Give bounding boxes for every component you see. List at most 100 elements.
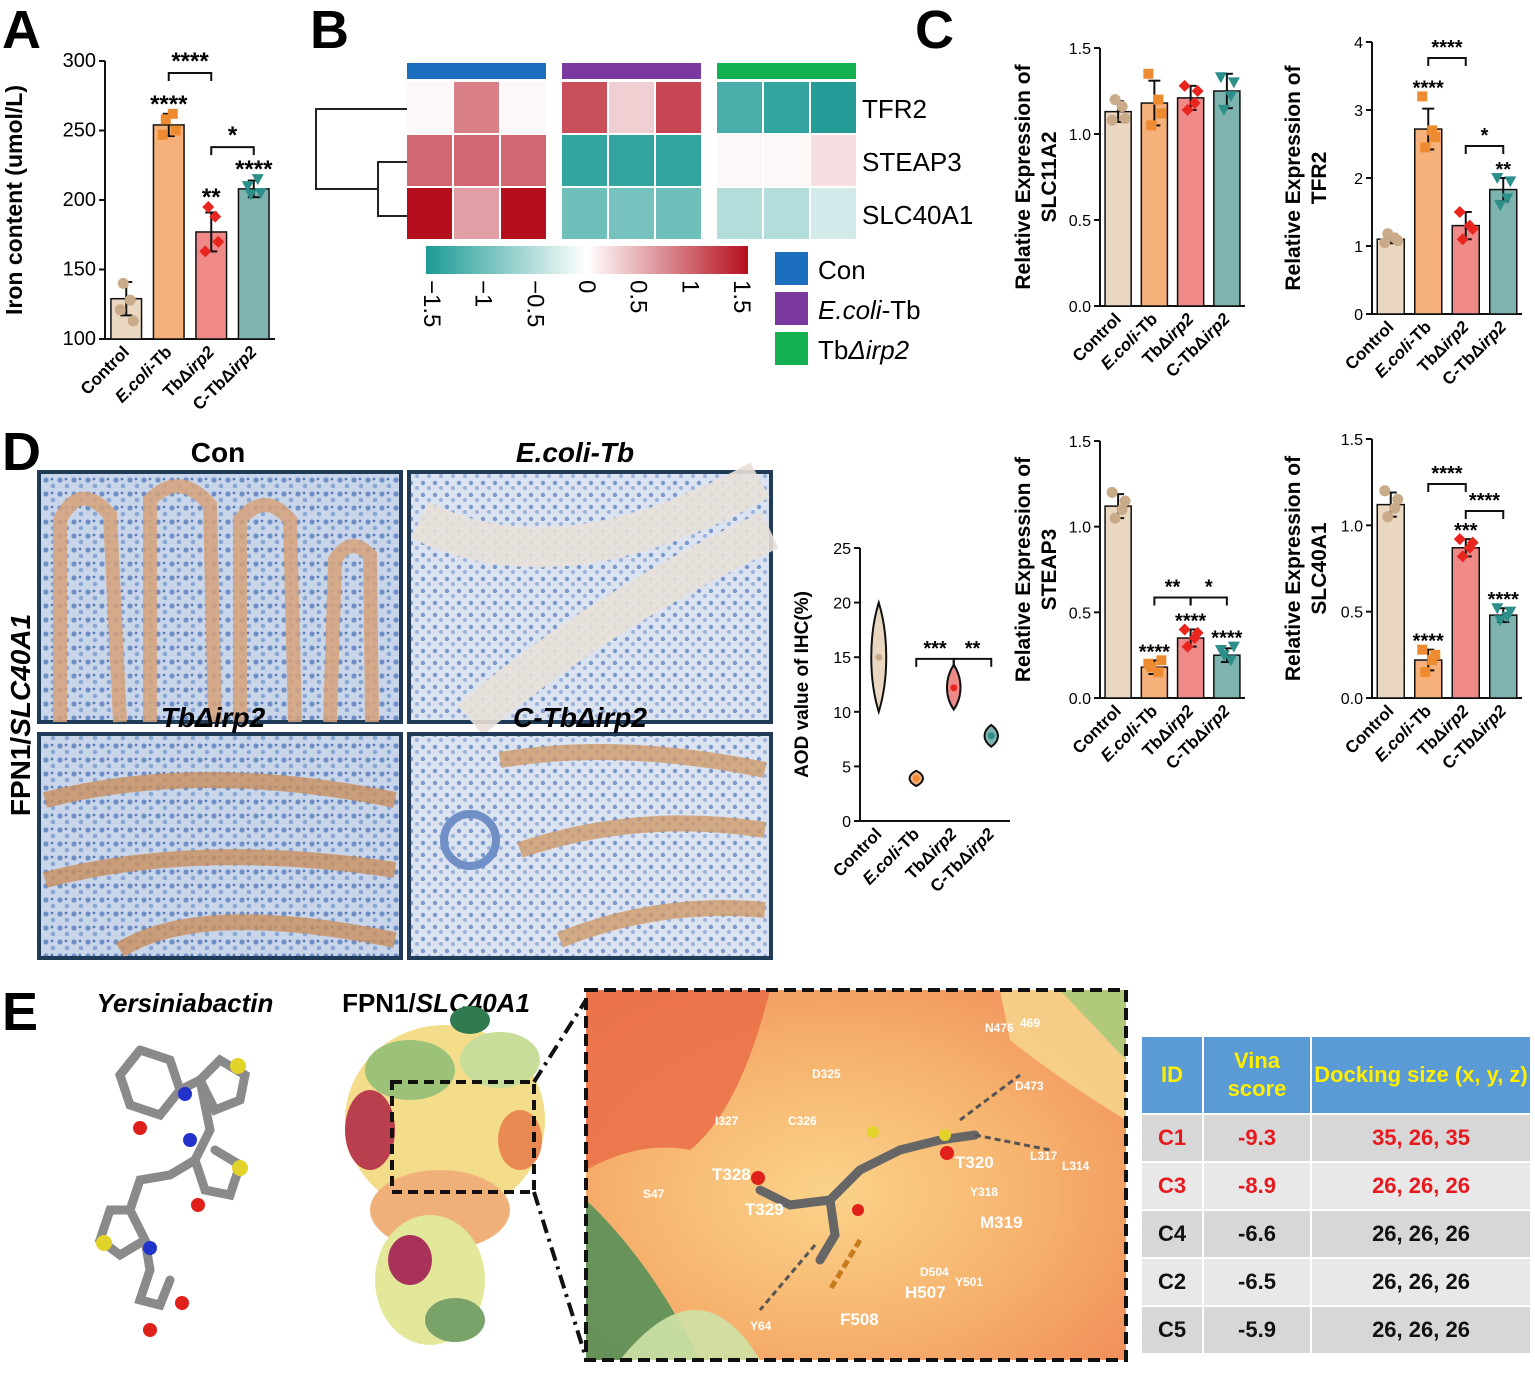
zoom-connector-bottom: [532, 1191, 588, 1359]
significance-bracket: [1189, 596, 1228, 606]
data-point: [1146, 120, 1157, 131]
heatmap-cell: [501, 135, 546, 186]
data-point: [167, 108, 178, 119]
y-axis-label: Relative Expression of: [1282, 455, 1305, 681]
bar-0: [1376, 503, 1405, 699]
data-point: [1453, 206, 1466, 218]
significance-label: ***: [1454, 520, 1478, 542]
residue-label: Y318: [970, 1185, 998, 1199]
col-header-vina: Vina score: [1202, 1035, 1312, 1115]
residue-label: I327: [715, 1114, 739, 1128]
data-point: [1427, 655, 1438, 666]
heatmap-cell: [656, 188, 701, 239]
data-point: [117, 277, 129, 289]
data-point: [124, 294, 136, 306]
panel-letter-b: B: [310, 0, 349, 60]
bar-3: [1213, 90, 1241, 307]
y-tick-label: 25: [833, 541, 851, 558]
cell-id: C3: [1140, 1161, 1204, 1211]
y-tick-label: 1: [1354, 239, 1363, 256]
protein-surface: [345, 1006, 545, 1345]
data-point: [202, 200, 215, 213]
data-point: [1379, 485, 1391, 497]
data-point: [1491, 603, 1504, 615]
cell-id: C1: [1140, 1113, 1204, 1163]
data-point: [160, 114, 171, 125]
significance-bracket: [915, 657, 955, 667]
bar-2: [1176, 97, 1205, 307]
bracket-label: ***: [923, 638, 947, 660]
data-point: [1116, 504, 1128, 516]
data-point: [1106, 114, 1118, 126]
residue-label: N476: [985, 1021, 1014, 1035]
cell-vina: -8.9: [1202, 1161, 1312, 1211]
bracket-label: ****: [1431, 463, 1462, 485]
y-axis-label-gene: TFR2: [1308, 152, 1331, 205]
docking-table-header: ID Vina score Docking size (x, y, z): [1140, 1035, 1532, 1115]
legend-swatch: [775, 252, 808, 285]
heatmap-cell: [656, 82, 701, 133]
data-point: [199, 245, 212, 258]
bracket-label: **: [965, 638, 981, 660]
y-tick-label: 300: [63, 50, 96, 72]
y-tick-label: 1.5: [1069, 434, 1091, 451]
data-point: [1181, 103, 1194, 116]
y-tick-label: 20: [833, 596, 851, 613]
ihc-villi-ctb: [498, 744, 767, 948]
y-tick-label: 0: [1354, 307, 1363, 324]
bar-1: [1140, 102, 1169, 307]
heatmap-dendrogram: [315, 108, 407, 217]
residue-label: D473: [1015, 1079, 1044, 1093]
bar-0: [1376, 238, 1405, 315]
heatmap-cell: [717, 188, 762, 239]
heatmap-legend: Con E.coli-Tb TbΔirp2: [775, 252, 921, 365]
data-point: [1178, 79, 1191, 92]
cell-size: 26, 26, 26: [1310, 1305, 1532, 1355]
violin-median: [987, 732, 995, 740]
cell-size: 35, 26, 35: [1310, 1113, 1532, 1163]
ihc-side-label: FPN1/SLC40A1: [5, 614, 36, 816]
data-point: [1453, 533, 1466, 546]
y-axis-label: Relative Expression of: [1282, 64, 1305, 290]
table-row: C1 -9.3 35, 26, 35: [1140, 1113, 1532, 1163]
ihc-villi-tb: [43, 772, 397, 957]
heatmap-cell: [717, 135, 762, 186]
data-point: [1178, 623, 1191, 636]
molecule-title: Yersiniabactin: [97, 988, 274, 1018]
heatmap-cell: [811, 188, 856, 239]
colorbar-ticks: −1.5 −1 −0.5 0 0.5 1 1.5: [418, 280, 755, 327]
heatmap-row-label: TFR2: [862, 94, 927, 124]
molecule-structure: [94, 1045, 251, 1311]
data-point: [1417, 644, 1428, 655]
table-row: C5 -5.9 26, 26, 26: [1140, 1305, 1532, 1355]
data-point: [1214, 72, 1227, 84]
chart-C1: 0.0 0.5 1.0 1.5 Relative Expression of SLC11A…: [1012, 41, 1245, 381]
y-tick-label: 150: [63, 259, 96, 281]
docking-table: ID Vina score Docking size (x, y, z) C1 …: [1140, 1035, 1532, 1355]
colorbar-tick-label: 1.5: [728, 280, 755, 313]
legend-label: E.coli-Tb: [818, 295, 921, 325]
significance-label: ****: [1488, 589, 1519, 611]
y-tick-label: 0.5: [1069, 605, 1091, 622]
heatmap-cell: [407, 82, 452, 133]
violin-median: [912, 774, 920, 782]
panel-letter-d: D: [2, 422, 41, 482]
residue-label: T320: [955, 1153, 994, 1172]
significance-label: ****: [1175, 610, 1206, 632]
data-point: [1382, 511, 1394, 523]
panel-letter-c: C: [915, 0, 954, 60]
data-point: [157, 129, 168, 140]
data-point: [1392, 235, 1404, 247]
data-point: [1224, 655, 1237, 667]
data-point: [1456, 233, 1469, 246]
y-tick-label: 0.0: [1341, 691, 1363, 708]
docking-view-frame: [584, 988, 1128, 1362]
data-point: [1191, 85, 1204, 97]
cell-vina: -9.3: [1202, 1113, 1312, 1163]
bar-2: [1451, 547, 1480, 699]
bar-0: [1104, 110, 1132, 307]
y-tick-label: 1.0: [1069, 520, 1091, 537]
heatmap-colorbar: [426, 246, 748, 274]
residue-label: Y501: [955, 1275, 983, 1289]
